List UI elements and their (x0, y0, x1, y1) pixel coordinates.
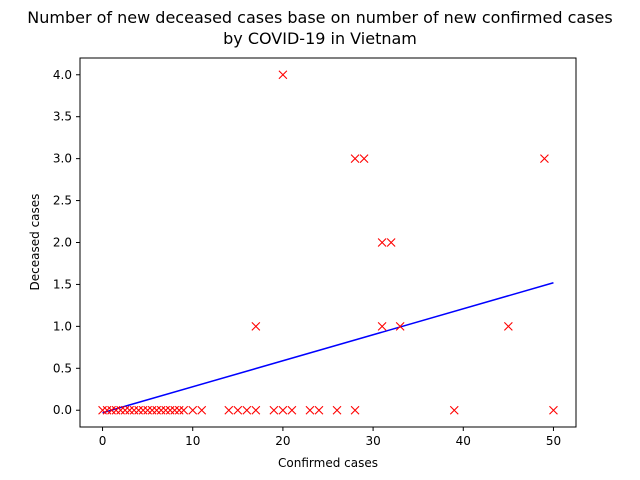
data-point-marker (138, 405, 148, 415)
y-tick-label: 4.0 (53, 68, 72, 82)
data-point-marker (377, 238, 387, 247)
data-point-marker (102, 405, 112, 415)
data-point-marker (278, 405, 288, 415)
x-axis-ticks: 0 10 20 30 40 50 (99, 427, 561, 448)
y-axis-ticks: 0.0 0.5 1.0 1.5 2.0 2.5 3.0 3.5 4.0 (53, 68, 80, 417)
y-tick-label: 2.0 (53, 236, 72, 250)
y-tick-label: 0.0 (53, 403, 72, 417)
y-axis-label: Deceased cases (28, 194, 42, 291)
data-point-marker (156, 405, 166, 415)
data-point-marker (386, 238, 396, 247)
data-point-marker (503, 321, 513, 331)
data-point-marker (359, 154, 369, 164)
data-point-marker (165, 405, 175, 415)
data-point-marker (377, 321, 387, 331)
data-point-marker (540, 154, 549, 164)
data-point-marker (174, 405, 184, 415)
x-tick-label: 40 (456, 434, 471, 448)
data-point-marker (449, 405, 459, 415)
data-point-marker (152, 405, 162, 415)
data-point-marker (233, 405, 243, 415)
data-point-marker (314, 405, 324, 415)
plot-frame (79, 57, 577, 428)
data-point-marker (395, 321, 405, 331)
data-point-marker (242, 405, 252, 415)
x-tick-label: 0 (99, 434, 107, 448)
data-point-marker (251, 321, 261, 331)
chart-title-line-1: Number of new deceased cases base on num… (27, 8, 612, 27)
data-point-marker (143, 405, 153, 415)
data-point-marker (197, 405, 207, 415)
data-point-marker (120, 405, 130, 415)
data-point-marker (129, 405, 139, 415)
y-tick-label: 0.5 (53, 361, 72, 375)
data-point-marker (116, 405, 125, 415)
data-point-marker (224, 405, 234, 415)
data-point-marker (278, 70, 288, 80)
data-point-marker (251, 405, 261, 415)
data-point-marker (170, 405, 180, 415)
x-tick-label: 10 (185, 434, 200, 448)
data-point-marker (305, 405, 315, 415)
chart-title-line-2: by COVID-19 in Vietnam (223, 29, 417, 48)
data-point-marker (350, 405, 360, 415)
data-point-marker (125, 405, 134, 415)
x-axis-label: Confirmed cases (278, 456, 378, 470)
data-point-marker (332, 405, 342, 415)
regression-line (102, 282, 554, 414)
data-point-marker (107, 405, 116, 415)
data-point-marker (111, 405, 121, 415)
y-tick-label: 1.0 (53, 319, 72, 333)
data-point-marker (287, 405, 297, 415)
y-tick-label: 3.0 (53, 152, 72, 166)
data-point-marker (134, 405, 144, 415)
y-tick-label: 3.5 (53, 110, 72, 124)
x-tick-label: 30 (365, 434, 380, 448)
data-point-marker (350, 154, 360, 164)
data-point-marker (188, 405, 198, 415)
data-point-marker (161, 405, 171, 415)
x-tick-label: 50 (546, 434, 561, 448)
data-point-marker (147, 405, 157, 415)
plot-area (98, 70, 558, 415)
data-point-marker (98, 405, 107, 415)
data-point-marker (179, 405, 189, 415)
data-point-marker (549, 405, 558, 415)
y-tick-label: 1.5 (53, 277, 72, 291)
data-point-marker (269, 405, 279, 415)
x-tick-label: 20 (275, 434, 290, 448)
y-tick-label: 2.5 (53, 194, 72, 208)
